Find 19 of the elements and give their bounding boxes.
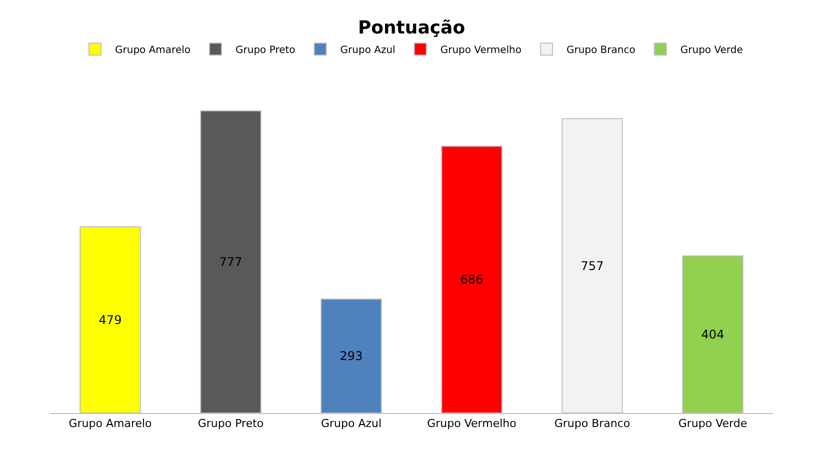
data-label: 404 bbox=[701, 327, 724, 342]
legend-label: Grupo Vermelho bbox=[440, 44, 522, 56]
chart-title: Pontuação bbox=[358, 17, 466, 38]
data-label: 777 bbox=[219, 254, 242, 269]
x-tick-label: Grupo Vermelho bbox=[427, 417, 517, 430]
data-label: 293 bbox=[340, 349, 363, 364]
x-tick-label: Grupo Branco bbox=[554, 417, 630, 430]
data-label: 479 bbox=[98, 312, 122, 327]
legend-label: Grupo Azul bbox=[340, 44, 396, 56]
legend-label: Grupo Branco bbox=[566, 44, 636, 56]
x-tick-label: Grupo Amarelo bbox=[68, 417, 152, 430]
legend-label: Grupo Preto bbox=[236, 44, 296, 56]
x-tick-label: Grupo Preto bbox=[198, 417, 264, 430]
legend-label: Grupo Verde bbox=[680, 44, 743, 56]
legend-label: Grupo Amarelo bbox=[115, 44, 190, 56]
data-label: 757 bbox=[580, 258, 604, 273]
x-tick-label: Grupo Azul bbox=[320, 417, 382, 430]
data-label: 686 bbox=[460, 272, 484, 287]
x-tick-label: Grupo Verde bbox=[678, 417, 748, 430]
